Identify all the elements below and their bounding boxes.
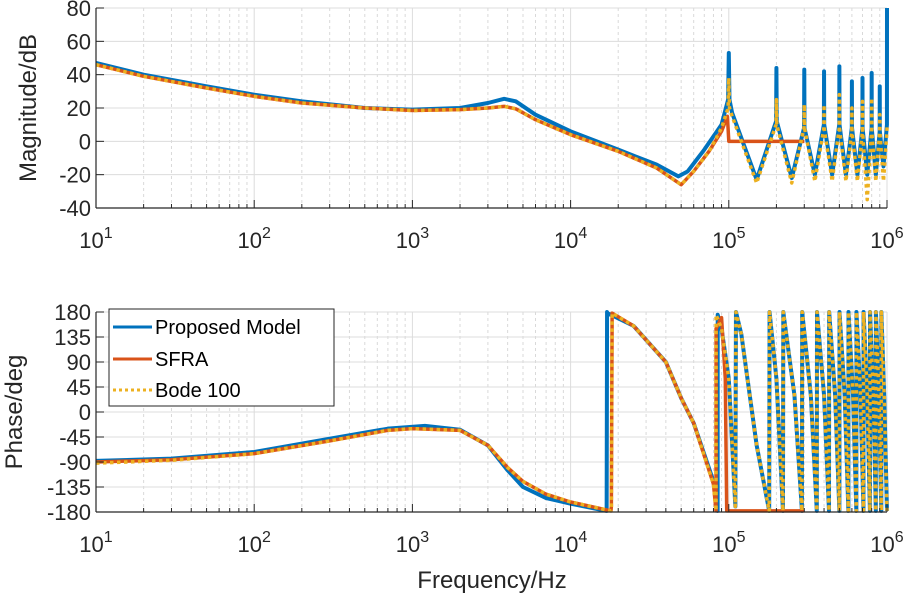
x-tick-label-exponent: 3 bbox=[420, 529, 429, 546]
phase-x-tick-labels: 101 102 103 104 105 106 bbox=[79, 529, 903, 557]
x-tick-label-exponent: 5 bbox=[737, 225, 746, 242]
x-tick-label-base: 10 bbox=[712, 228, 736, 253]
x-tick-label: 105 bbox=[712, 529, 745, 557]
phase-plot-area bbox=[96, 310, 889, 513]
legend-entry-bode-100[interactable]: Bode 100 bbox=[113, 380, 241, 402]
x-tick-label-base: 10 bbox=[79, 532, 103, 557]
x-tick-label-exponent: 6 bbox=[895, 529, 904, 546]
magnitude-y-tick-labels: 80 60 40 20 0 -20 -40 bbox=[59, 0, 91, 221]
y-tick-label: -45 bbox=[59, 425, 91, 450]
y-tick-label: 60 bbox=[67, 29, 91, 54]
y-tick-label: 135 bbox=[54, 325, 91, 350]
y-tick-label: 20 bbox=[67, 96, 91, 121]
legend-entry-proposed-model[interactable]: Proposed Model bbox=[113, 317, 301, 339]
x-tick-label-base: 10 bbox=[238, 228, 262, 253]
series-line-bode-100 bbox=[96, 62, 889, 202]
x-tick-label-base: 10 bbox=[712, 532, 736, 557]
x-tick-label-exponent: 1 bbox=[104, 529, 113, 546]
x-tick-label: 103 bbox=[396, 225, 429, 253]
magnitude-x-tick-labels: 101 102 103 104 105 106 bbox=[79, 225, 903, 253]
y-tick-label: -20 bbox=[59, 163, 91, 188]
magnitude-plot-area bbox=[96, 7, 889, 202]
x-tick-label-exponent: 5 bbox=[737, 529, 746, 546]
x-tick-label: 101 bbox=[79, 225, 112, 253]
x-tick-label-exponent: 6 bbox=[895, 225, 904, 242]
x-tick-label-base: 10 bbox=[554, 228, 578, 253]
y-tick-label: 40 bbox=[67, 63, 91, 88]
x-tick-label-base: 10 bbox=[554, 532, 578, 557]
x-tick-label: 106 bbox=[870, 529, 903, 557]
x-tick-label: 103 bbox=[396, 529, 429, 557]
y-tick-label: -180 bbox=[47, 500, 91, 525]
x-tick-label-exponent: 2 bbox=[262, 225, 271, 242]
x-tick-label-exponent: 4 bbox=[578, 225, 587, 242]
y-tick-label: 0 bbox=[79, 400, 91, 425]
x-tick-label: 102 bbox=[238, 529, 271, 557]
x-tick-label-exponent: 3 bbox=[420, 225, 429, 242]
x-tick-label: 106 bbox=[870, 225, 903, 253]
x-tick-label: 101 bbox=[79, 529, 112, 557]
phase-axes-frame bbox=[95, 311, 888, 513]
phase-panel: 101 102 103 104 105 106 18013590450-45-90-135… bbox=[1, 300, 904, 594]
legend-label-bode-100: Bode 100 bbox=[155, 380, 241, 402]
series-line-bode-100 bbox=[96, 310, 889, 513]
x-tick-label: 104 bbox=[554, 225, 587, 253]
x-tick-label-base: 10 bbox=[396, 532, 420, 557]
y-tick-label: 90 bbox=[67, 350, 91, 375]
x-tick-label: 104 bbox=[554, 529, 587, 557]
phase-y-axis-label: Phase/deg bbox=[1, 355, 28, 470]
x-tick-label-exponent: 4 bbox=[578, 529, 587, 546]
y-tick-label: -90 bbox=[59, 450, 91, 475]
x-tick-label: 102 bbox=[238, 225, 271, 253]
x-tick-label-exponent: 1 bbox=[104, 225, 113, 242]
y-tick-label: -40 bbox=[59, 196, 91, 221]
legend: Proposed Model SFRA Bode 100 bbox=[108, 308, 335, 407]
x-tick-label-base: 10 bbox=[396, 228, 420, 253]
y-tick-label: 45 bbox=[67, 375, 91, 400]
x-tick-label-base: 10 bbox=[870, 532, 894, 557]
y-tick-label: -135 bbox=[47, 475, 91, 500]
legend-box bbox=[108, 308, 335, 407]
magnitude-axes-frame bbox=[95, 7, 888, 209]
y-tick-label: 80 bbox=[67, 0, 91, 21]
x-tick-label-base: 10 bbox=[870, 228, 894, 253]
x-tick-label: 105 bbox=[712, 225, 745, 253]
legend-entry-sfra[interactable]: SFRA bbox=[113, 349, 209, 371]
magnitude-y-axis-label: Magnitude/dB bbox=[15, 34, 42, 182]
legend-label-sfra: SFRA bbox=[155, 349, 209, 371]
x-tick-label-base: 10 bbox=[238, 532, 262, 557]
y-tick-label: 0 bbox=[79, 129, 91, 154]
legend-label-proposed-model: Proposed Model bbox=[155, 317, 301, 339]
x-tick-label-exponent: 2 bbox=[262, 529, 271, 546]
x-tick-label-base: 10 bbox=[79, 228, 103, 253]
phase-x-axis-label: Frequency/Hz bbox=[417, 567, 566, 594]
y-tick-label: 180 bbox=[54, 300, 91, 325]
